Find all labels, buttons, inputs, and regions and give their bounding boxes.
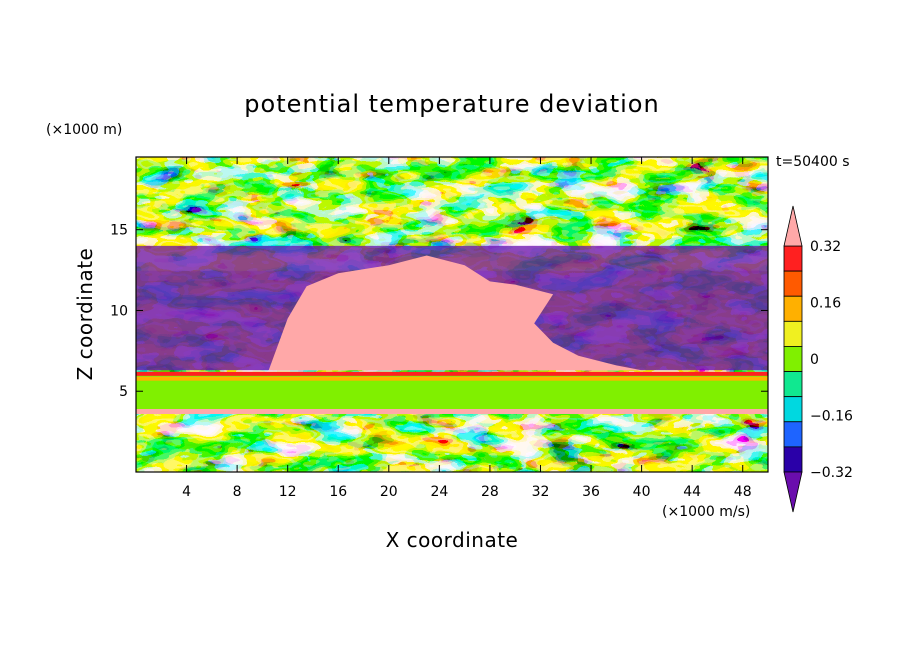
- y-tick-label: 5: [119, 384, 128, 400]
- x-tick-label: 40: [633, 484, 651, 500]
- x-tick-label: 20: [380, 484, 398, 500]
- x-tick-label: 44: [683, 484, 701, 500]
- y-tick-label: 10: [110, 303, 128, 319]
- x-tick-label: 36: [582, 484, 600, 500]
- x-tick-label: 48: [734, 484, 752, 500]
- colorbar-upper-extension: [783, 205, 803, 247]
- x-tick-label: 12: [279, 484, 297, 500]
- x-tick-label: 8: [233, 484, 242, 500]
- colorbar-swatch: [783, 421, 803, 448]
- x-axis: 4 8 12 16 20 24 28 32 36 40 44 48: [182, 157, 752, 500]
- y-tick-label: 15: [110, 223, 128, 239]
- chart-title: potential temperature deviation: [244, 90, 659, 118]
- plot-frame: [135, 156, 769, 473]
- y-axis-label: Z coordinate: [73, 248, 97, 381]
- colorbar-lower-extension: [783, 471, 803, 513]
- colorbar-label: −0.32: [810, 465, 853, 481]
- colorbar-swatch: [783, 270, 803, 297]
- colorbar-swatch: [783, 245, 803, 272]
- colorbar-swatch: [783, 371, 803, 398]
- colorbar-swatch: [783, 295, 803, 322]
- x-tick-label: 16: [329, 484, 347, 500]
- x-tick-label: 4: [182, 484, 191, 500]
- warm-cloud-anvil: [268, 255, 642, 371]
- colorbar: 0.32 0.16 0 −0.16 −0.32: [783, 205, 853, 513]
- x-tick-label: 24: [430, 484, 448, 500]
- stable-layer-warm-edge: [136, 376, 768, 381]
- colorbar-swatch: [783, 396, 803, 423]
- x-tick-label: 28: [481, 484, 499, 500]
- x-unit-label: (×1000 m/s): [662, 504, 750, 520]
- colorbar-label: 0.32: [810, 239, 841, 255]
- stable-layer-bottom-edge: [136, 409, 768, 414]
- colorbar-label: 0.16: [810, 296, 841, 312]
- colorbar-swatch: [783, 346, 803, 372]
- x-tick-label: 32: [532, 484, 550, 500]
- time-label: t=50400 s: [776, 154, 850, 170]
- y-unit-label: (×1000 m): [46, 122, 122, 138]
- colorbar-label: −0.16: [810, 409, 853, 425]
- x-axis-label: X coordinate: [386, 528, 519, 552]
- heatmap-field: [136, 157, 768, 472]
- stable-layer-top-edge: [136, 371, 768, 376]
- colorbar-label: 0: [810, 352, 819, 368]
- colorbar-swatch: [783, 320, 803, 347]
- y-axis: 5 10 15: [110, 223, 768, 400]
- colorbar-swatch: [783, 446, 803, 473]
